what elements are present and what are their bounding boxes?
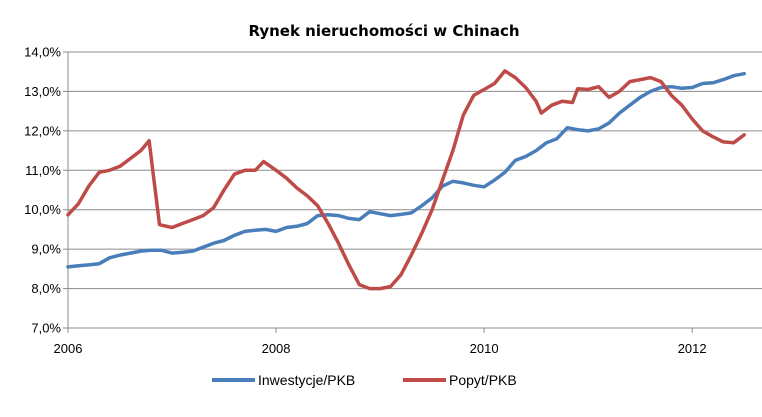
axes	[67, 52, 762, 329]
x-axis-ticks: 2006 2008 2010 2012	[54, 328, 707, 356]
y-tick-label: 8,0%	[31, 281, 61, 296]
series-lines	[66, 69, 746, 291]
x-tick-label: 2008	[262, 341, 291, 356]
legend: Inwestycje/PKB Popyt/PKB	[212, 372, 517, 388]
legend-label-inwestycje-pkb: Inwestycje/PKB	[258, 372, 355, 388]
y-tick-label: 7,0%	[31, 321, 61, 336]
y-axis-ticks: 7,0% 8,0% 9,0% 10,0% 11,0% 12,0% 13,0% 14,0%	[24, 45, 68, 336]
series-line-popyt-pkb	[66, 69, 746, 291]
series-line-inwestycje-pkb	[66, 71, 746, 269]
y-tick-label: 14,0%	[24, 45, 61, 60]
grid-lines	[68, 51, 762, 329]
y-tick-label: 10,0%	[24, 202, 61, 217]
chart-title: Rynek nieruchomości w Chinach	[248, 22, 519, 40]
x-tick-label: 2010	[470, 341, 499, 356]
y-tick-label: 11,0%	[25, 163, 61, 178]
x-tick-label: 2012	[678, 341, 707, 356]
y-tick-label: 9,0%	[31, 242, 61, 257]
y-tick-label: 12,0%	[24, 123, 61, 138]
y-tick-label: 13,0%	[24, 84, 61, 99]
legend-label-popyt-pkb: Popyt/PKB	[449, 372, 517, 388]
x-tick-label: 2006	[54, 341, 83, 356]
